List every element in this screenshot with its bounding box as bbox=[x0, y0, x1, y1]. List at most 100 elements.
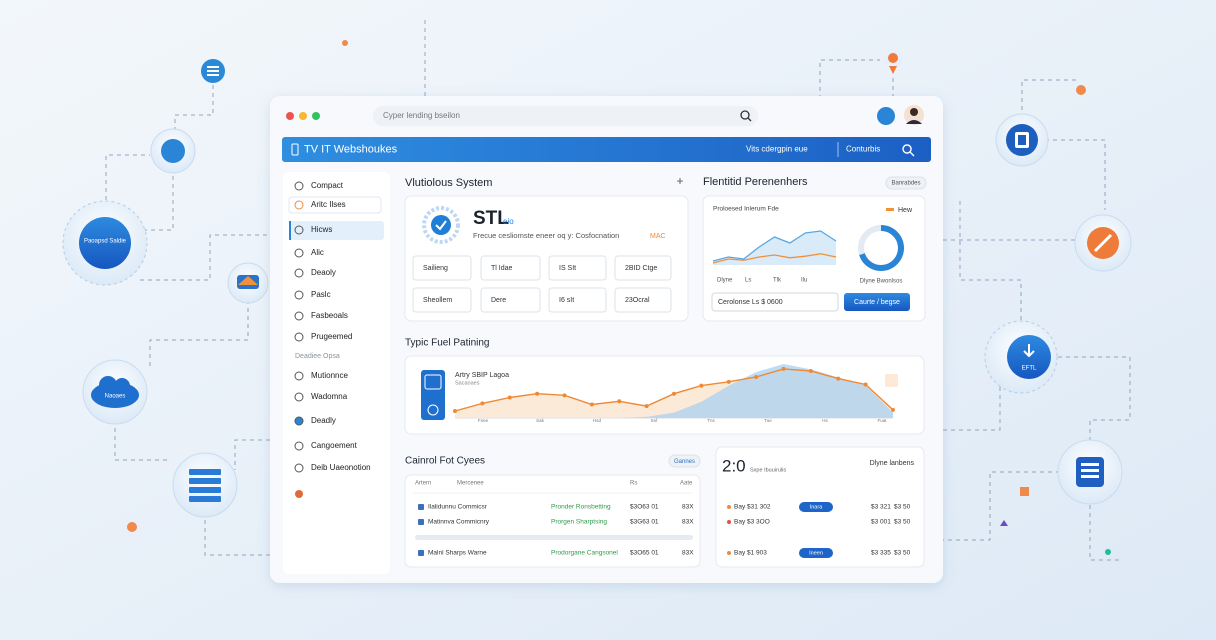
axis-label: Fuat bbox=[877, 418, 887, 423]
fuel-point bbox=[480, 401, 485, 406]
search-bar[interactable] bbox=[373, 106, 758, 126]
sidebar-item[interactable]: Deib Uaeonotion bbox=[311, 463, 371, 472]
sidebar-item[interactable]: Deadly bbox=[311, 416, 336, 425]
close-dot[interactable] bbox=[286, 112, 294, 120]
params-button[interactable] bbox=[885, 176, 927, 190]
fuel-point bbox=[562, 393, 567, 398]
table-cell[interactable]: Malnl Sharps Warne bbox=[428, 550, 487, 557]
chip-label: 2BID Ctge bbox=[625, 265, 657, 272]
table-cell: 83X bbox=[682, 504, 694, 511]
fuel-point bbox=[808, 369, 813, 374]
sidebar-item[interactable]: Fasbeoals bbox=[311, 311, 348, 320]
system-name: STL bbox=[473, 208, 509, 229]
sidebar-item[interactable]: Cangoement bbox=[311, 441, 358, 450]
sidebar-section: Deadiee Opsa bbox=[295, 353, 340, 360]
chip-label: I6 sIt bbox=[559, 297, 574, 304]
param-submit[interactable] bbox=[844, 293, 910, 311]
table-header: Mercenee bbox=[457, 481, 484, 487]
sidebar bbox=[283, 172, 390, 574]
table-cell: Pronder Ronsbetting bbox=[551, 504, 611, 511]
fuel-point bbox=[863, 382, 868, 387]
section-title: Vlutiolous System bbox=[405, 177, 492, 189]
summary-value: 2:0 bbox=[722, 456, 746, 475]
fuel-area bbox=[455, 364, 893, 418]
sidebar-item[interactable]: Mutionnce bbox=[311, 371, 348, 380]
sidebar-icon bbox=[294, 311, 304, 321]
chip[interactable] bbox=[614, 255, 672, 281]
row-icon bbox=[418, 519, 424, 525]
sidebar-icon bbox=[294, 225, 304, 235]
axis-label: Hs bbox=[822, 418, 828, 423]
add-icon[interactable]: + bbox=[676, 174, 683, 188]
chip[interactable] bbox=[548, 287, 607, 313]
axis-label: Sak bbox=[536, 418, 545, 423]
header-link[interactable]: Vits cdergpin eue bbox=[746, 145, 808, 154]
fuel-point bbox=[644, 404, 649, 409]
fuel-point bbox=[617, 399, 622, 404]
table-cell[interactable]: Matinnva Commicnry bbox=[428, 519, 490, 526]
sidebar-icon bbox=[294, 290, 304, 300]
axis-label: Ilu bbox=[801, 278, 807, 284]
sidebar-item[interactable]: Prugeemed bbox=[311, 332, 352, 341]
table-scroll[interactable] bbox=[415, 535, 693, 540]
sidebar-item[interactable]: Deaoly bbox=[311, 268, 336, 277]
param-line bbox=[712, 230, 837, 262]
system-tag: MAC bbox=[650, 233, 666, 240]
fuel-point bbox=[535, 391, 540, 396]
header-menu[interactable]: Conturbis bbox=[846, 145, 880, 154]
donut-label: Dlyne Bwonlsos bbox=[860, 279, 903, 285]
param-input[interactable] bbox=[711, 292, 839, 312]
max-dot[interactable] bbox=[312, 112, 320, 120]
fuel-point bbox=[836, 376, 841, 381]
sidebar-item[interactable]: Hicws bbox=[311, 225, 332, 234]
sidebar-icon bbox=[294, 181, 304, 191]
table-header: Aate bbox=[680, 481, 693, 487]
sidebar-item[interactable]: Wadomna bbox=[311, 392, 348, 401]
chip-label: Sailieng bbox=[423, 265, 448, 272]
section-title: Flentitid Perenenhers bbox=[703, 176, 808, 188]
summary-tag: Inara bbox=[810, 504, 823, 510]
table-cell[interactable]: Ilalidunnu Commicsr bbox=[428, 504, 488, 511]
notify-button[interactable] bbox=[877, 107, 895, 125]
sidebar-item[interactable]: Paslc bbox=[311, 290, 331, 299]
header-bar bbox=[282, 137, 931, 162]
connectors bbox=[105, 20, 1131, 561]
sidebar-icon bbox=[294, 441, 304, 451]
chip[interactable] bbox=[480, 255, 541, 281]
header-search[interactable] bbox=[902, 144, 915, 157]
sidebar-icon bbox=[294, 463, 304, 473]
legend-swatch bbox=[886, 208, 894, 211]
chip[interactable] bbox=[614, 287, 672, 313]
summary-pill[interactable] bbox=[799, 548, 833, 558]
chip[interactable] bbox=[412, 255, 472, 281]
summary-a: $3 001 bbox=[871, 519, 891, 526]
system-subtitle: Frecue cesliomste eneer oq y: Cosfocnati… bbox=[473, 231, 619, 240]
chip[interactable] bbox=[548, 255, 607, 281]
row-icon bbox=[418, 550, 424, 556]
sidebar-icon bbox=[294, 268, 304, 278]
min-dot[interactable] bbox=[299, 112, 307, 120]
search-icon[interactable] bbox=[740, 110, 750, 120]
sidebar-item[interactable]: Compact bbox=[311, 181, 344, 190]
system-badge: eio bbox=[503, 217, 514, 226]
orb-label: Naoaes bbox=[105, 394, 126, 400]
fuel-point bbox=[507, 395, 512, 400]
sidebar-icon bbox=[294, 416, 304, 426]
sidebar-item[interactable]: Aritc Ilses bbox=[311, 200, 346, 209]
summary-b: $3 50 bbox=[894, 519, 911, 526]
summary-pill[interactable] bbox=[799, 502, 833, 512]
chip[interactable] bbox=[412, 287, 472, 313]
chip[interactable] bbox=[480, 287, 541, 313]
control-button[interactable] bbox=[668, 454, 701, 468]
chip-label: Sheollem bbox=[423, 297, 452, 304]
axis-label: Hsd bbox=[593, 418, 601, 423]
axis-label: Snf bbox=[651, 418, 659, 423]
row-dot bbox=[727, 505, 731, 509]
sidebar-icon bbox=[295, 490, 303, 498]
legend-sub: Sacaoaes bbox=[455, 380, 480, 386]
table-cell: $3G63 01 bbox=[630, 519, 659, 526]
sidebar-item[interactable]: Alic bbox=[311, 248, 324, 257]
axis-label: Tlk bbox=[773, 278, 782, 284]
submit-label: Caurte / begse bbox=[854, 299, 900, 306]
axis-label: Ls bbox=[745, 278, 751, 284]
